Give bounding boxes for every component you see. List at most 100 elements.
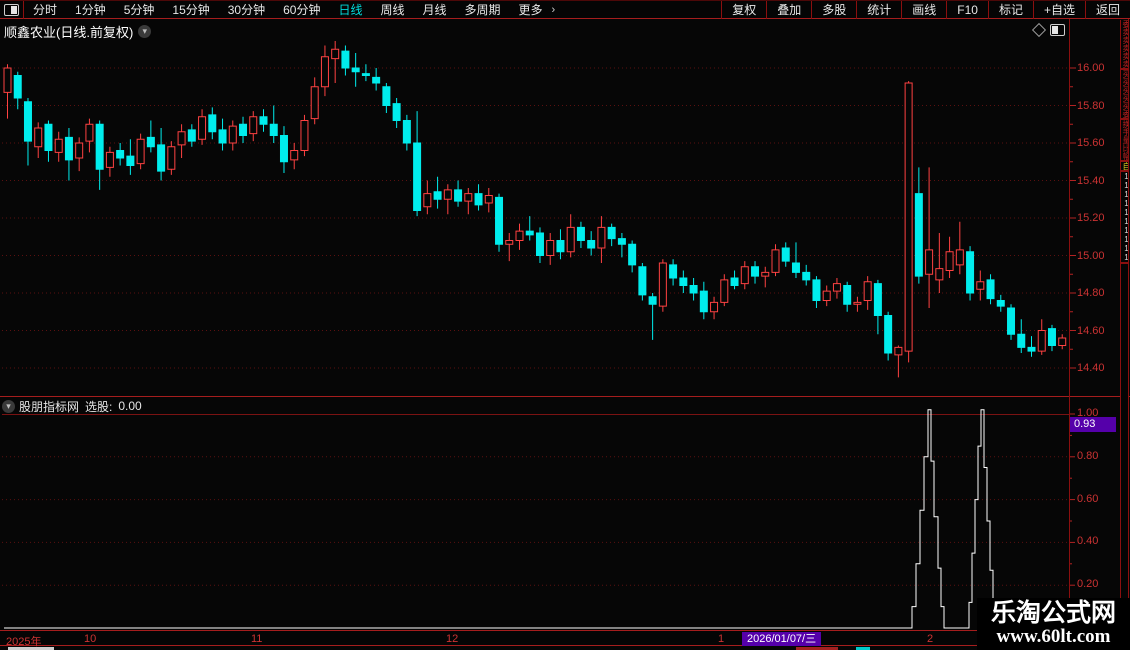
candle-body — [628, 243, 637, 266]
candle-body — [730, 277, 739, 286]
candle-body — [454, 189, 463, 202]
date-axis-label: 2 — [927, 633, 934, 645]
candles-group — [3, 41, 1067, 378]
candle-body — [761, 271, 770, 277]
date-axis[interactable]: 2025年 10 11 12 1 2 2026/01/07/三 — [0, 630, 1130, 648]
indicator-param-value: 0.00 — [118, 399, 142, 413]
period-tab-0[interactable]: 分时 — [33, 3, 58, 17]
right-edge-strip[interactable]: 委卖卖卖卖卖 买买买买买委 换手量比幅自 1111111111 — [1120, 20, 1129, 650]
toolbar-button-2[interactable]: 多股 — [811, 0, 856, 19]
candle-body — [617, 238, 626, 245]
marked-date-badge: 2026/01/07/三 — [742, 632, 822, 646]
layout-toggle-button[interactable] — [0, 0, 24, 19]
period-tab-1[interactable]: 1分钟 — [75, 3, 106, 17]
candle-body — [1058, 337, 1067, 346]
toolbar-button-4[interactable]: 画线 — [901, 0, 946, 19]
watermark-title: 乐淘公式网 — [990, 600, 1116, 627]
candle-body — [843, 285, 852, 305]
split-window-icon — [4, 3, 19, 16]
candle-body — [576, 226, 585, 241]
candle-body — [44, 123, 53, 151]
period-tab-5[interactable]: 60分钟 — [283, 3, 321, 17]
candle-body — [505, 240, 514, 245]
price-axis-label: 15.80 — [1077, 99, 1105, 112]
candle-body — [996, 300, 1005, 307]
chevron-right-icon[interactable]: › — [551, 3, 556, 16]
candle-body — [474, 193, 483, 206]
candle-body — [443, 189, 452, 200]
indicator-axis-label: 1.00 — [1077, 407, 1099, 419]
candle-body — [546, 240, 555, 256]
toolbar-button-7[interactable]: +自选 — [1032, 0, 1085, 19]
candle-body — [566, 226, 575, 253]
candle-body — [320, 56, 329, 88]
candle-body — [269, 123, 278, 136]
candle-body — [699, 290, 708, 313]
toolbar-button-3[interactable]: 统计 — [856, 0, 901, 19]
chevron-down-icon[interactable]: ▾ — [138, 24, 152, 38]
candle-body — [802, 271, 811, 281]
period-tab-2[interactable]: 5分钟 — [123, 3, 155, 17]
candle-body — [116, 150, 125, 159]
period-tab-7[interactable]: 周线 — [380, 3, 405, 17]
period-tabs: 分时 1分钟 5分钟 15分钟 30分钟 60分钟 日线 周线 月线 多周期 更多 — [24, 1, 552, 18]
candle-body — [290, 150, 299, 161]
toolbar-button-8[interactable]: 返回 — [1084, 0, 1130, 19]
candle-body — [669, 264, 678, 279]
candle-body — [34, 127, 43, 148]
candle-body — [198, 116, 207, 140]
candle-body — [239, 123, 248, 136]
candle-body — [863, 281, 872, 301]
candle-body — [392, 103, 401, 121]
edge-strip-divider — [1121, 170, 1128, 172]
candle-body — [85, 123, 94, 142]
date-axis-label: 10 — [84, 633, 97, 645]
toolbar-button-5[interactable]: F10 — [946, 0, 988, 19]
candle-body — [259, 116, 268, 125]
period-tab-3[interactable]: 15分钟 — [172, 3, 210, 17]
chevron-down-icon[interactable]: ▾ — [2, 399, 15, 413]
price-axis-label: 15.00 — [1077, 249, 1105, 262]
indicator-name: 股朋指标网 — [19, 399, 80, 414]
candle-body — [597, 226, 606, 249]
candle-body — [1037, 330, 1046, 352]
toolbar-button-6[interactable]: 标记 — [987, 0, 1033, 19]
candle-body — [402, 120, 411, 144]
candle-body — [382, 86, 391, 106]
period-tab-8[interactable]: 月线 — [422, 3, 447, 17]
candle-body — [873, 283, 882, 316]
price-axis-label: 14.80 — [1077, 287, 1105, 299]
candle-body — [935, 268, 944, 281]
candle-body — [986, 279, 995, 300]
date-axis-label: 11 — [251, 633, 263, 645]
period-tab-9[interactable]: 多周期 — [464, 3, 501, 17]
candle-body — [361, 73, 370, 76]
candle-body — [771, 249, 780, 273]
period-tab-6[interactable]: 日线 — [338, 3, 363, 17]
period-tab-10[interactable]: 更多 — [518, 3, 543, 17]
toolbar-right-buttons: 复权 叠加 多股 统计 画线 F10 标记 +自选 返回 — [721, 0, 1130, 19]
candle-body — [853, 301, 862, 305]
candle-body — [955, 249, 964, 266]
candle-body — [54, 138, 63, 153]
candle-body — [177, 131, 186, 146]
candle-body — [945, 251, 954, 271]
candle-body — [689, 285, 698, 294]
candle-body — [464, 193, 473, 202]
edge-strip-segment: 换手量比幅 — [1122, 120, 1129, 160]
candle-body — [832, 283, 841, 292]
candle-body — [638, 266, 647, 296]
candle-body — [607, 226, 616, 240]
candle-body — [515, 230, 524, 241]
period-tab-4[interactable]: 30分钟 — [227, 3, 266, 17]
candle-body — [556, 240, 565, 253]
indicator-value-badge: 0.93 — [1070, 417, 1116, 432]
clipped-row-fragment — [8, 647, 54, 650]
toolbar-button-1[interactable]: 叠加 — [766, 0, 811, 19]
panel-toggle-icon[interactable] — [1050, 24, 1065, 36]
indicator-axis-label: 0.80 — [1077, 449, 1099, 462]
edge-strip-segment: 1111111111 — [1122, 172, 1129, 262]
candle-body — [157, 144, 166, 172]
candle-body — [679, 277, 688, 286]
toolbar-button-0[interactable]: 复权 — [721, 0, 766, 19]
